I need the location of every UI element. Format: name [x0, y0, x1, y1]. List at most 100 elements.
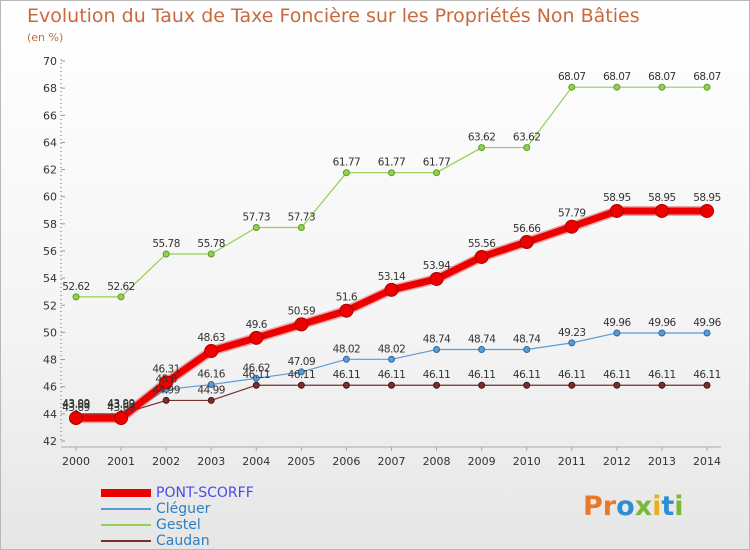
data-point — [297, 381, 305, 389]
data-label: 48.02 — [333, 343, 361, 355]
chart-title: Evolution du Taux de Taxe Foncière sur l… — [27, 5, 640, 27]
data-point — [433, 381, 441, 389]
x-tick-label: 2007 — [378, 455, 406, 468]
x-tick-label: 2009 — [468, 455, 496, 468]
data-point — [117, 293, 125, 301]
brand-logo: Proxiti — [583, 491, 684, 522]
data-label: 47.09 — [288, 356, 316, 368]
data-label: 49.23 — [558, 327, 586, 339]
data-label: 61.77 — [378, 157, 406, 169]
data-label: 46.11 — [603, 369, 631, 381]
data-point — [564, 219, 579, 234]
y-tick-label: 68 — [43, 82, 57, 95]
data-label: 51.6 — [336, 292, 358, 304]
x-tick-label: 2010 — [513, 455, 541, 468]
data-point — [342, 169, 350, 177]
data-label: 55.78 — [152, 238, 180, 250]
data-point — [568, 83, 576, 91]
y-tick-label: 46 — [43, 381, 57, 394]
x-tick-label: 2002 — [152, 455, 180, 468]
data-point — [613, 83, 621, 91]
y-tick-label: 66 — [43, 109, 57, 122]
legend-swatch — [101, 508, 151, 510]
data-label: 46.16 — [197, 369, 225, 381]
data-point — [478, 144, 486, 152]
y-tick-label: 62 — [43, 164, 57, 177]
data-point — [658, 381, 666, 389]
data-label: 57.73 — [288, 212, 316, 224]
legend-item: Cléguer — [101, 501, 301, 517]
data-point — [72, 293, 80, 301]
data-label: 55.78 — [197, 238, 225, 250]
data-point — [478, 346, 486, 354]
data-point — [568, 339, 576, 347]
data-point — [384, 282, 399, 297]
data-point — [523, 381, 531, 389]
x-tick-label: 2001 — [107, 455, 135, 468]
data-label: 46.11 — [333, 369, 361, 381]
data-label: 68.07 — [603, 71, 631, 83]
data-point — [252, 381, 260, 389]
x-tick-label: 2000 — [62, 455, 90, 468]
x-tick-label: 2008 — [423, 455, 451, 468]
data-label: 63.62 — [468, 132, 496, 144]
data-label: 58.95 — [603, 192, 631, 204]
data-point — [249, 330, 264, 345]
legend-swatch — [101, 489, 151, 497]
data-point — [69, 411, 83, 426]
data-point — [342, 381, 350, 389]
data-label: 48.74 — [423, 334, 451, 346]
data-point — [478, 381, 486, 389]
y-tick-label: 54 — [43, 272, 57, 285]
legend: PONT-SCORFF Cléguer Gestel Caudan — [101, 485, 301, 549]
data-point — [204, 344, 219, 359]
data-label: 46.11 — [378, 369, 406, 381]
data-point — [114, 411, 129, 426]
data-label: 63.62 — [513, 132, 541, 144]
data-point — [388, 355, 395, 363]
data-point — [252, 224, 260, 232]
brand-logo-letter: i — [652, 491, 662, 522]
data-point — [519, 235, 534, 250]
data-point — [654, 203, 669, 218]
data-point — [523, 144, 531, 152]
x-tick-label: 2012 — [603, 455, 631, 468]
data-label: 52.62 — [62, 281, 90, 293]
data-point — [700, 203, 714, 218]
data-label: 44.99 — [152, 384, 180, 396]
legend-item: Caudan — [101, 533, 301, 549]
x-tick-label: 2004 — [242, 455, 270, 468]
y-tick-label: 56 — [43, 245, 57, 258]
data-point — [207, 396, 215, 404]
y-tick-label: 44 — [43, 408, 57, 421]
data-label: 56.66 — [513, 223, 541, 235]
brand-logo-letter: x — [634, 491, 653, 522]
data-point — [474, 249, 489, 264]
data-label: 57.73 — [243, 212, 271, 224]
data-point — [703, 381, 711, 389]
data-label: 49.6 — [246, 319, 268, 331]
data-label: 46.11 — [558, 369, 586, 381]
brand-logo-letter: i — [674, 491, 684, 522]
data-label: 43.69 — [107, 399, 135, 411]
data-point — [433, 346, 441, 354]
brand-logo-letter: P — [583, 491, 603, 522]
data-point — [523, 346, 531, 354]
data-point — [207, 250, 215, 258]
x-tick-label: 2011 — [558, 455, 586, 468]
data-label: 46.11 — [423, 369, 451, 381]
data-label: 61.77 — [333, 157, 361, 169]
data-label: 48.74 — [468, 334, 496, 346]
y-tick-label: 48 — [43, 354, 57, 367]
data-label: 46.31 — [152, 364, 180, 376]
data-point — [613, 329, 621, 337]
legend-swatch — [101, 524, 151, 526]
data-point — [297, 224, 305, 232]
brand-logo-letter: o — [616, 491, 635, 522]
data-label: 52.62 — [107, 281, 135, 293]
data-point — [613, 381, 621, 389]
data-label: 53.14 — [378, 271, 406, 283]
data-label: 46.62 — [243, 362, 271, 374]
data-point — [162, 250, 170, 258]
